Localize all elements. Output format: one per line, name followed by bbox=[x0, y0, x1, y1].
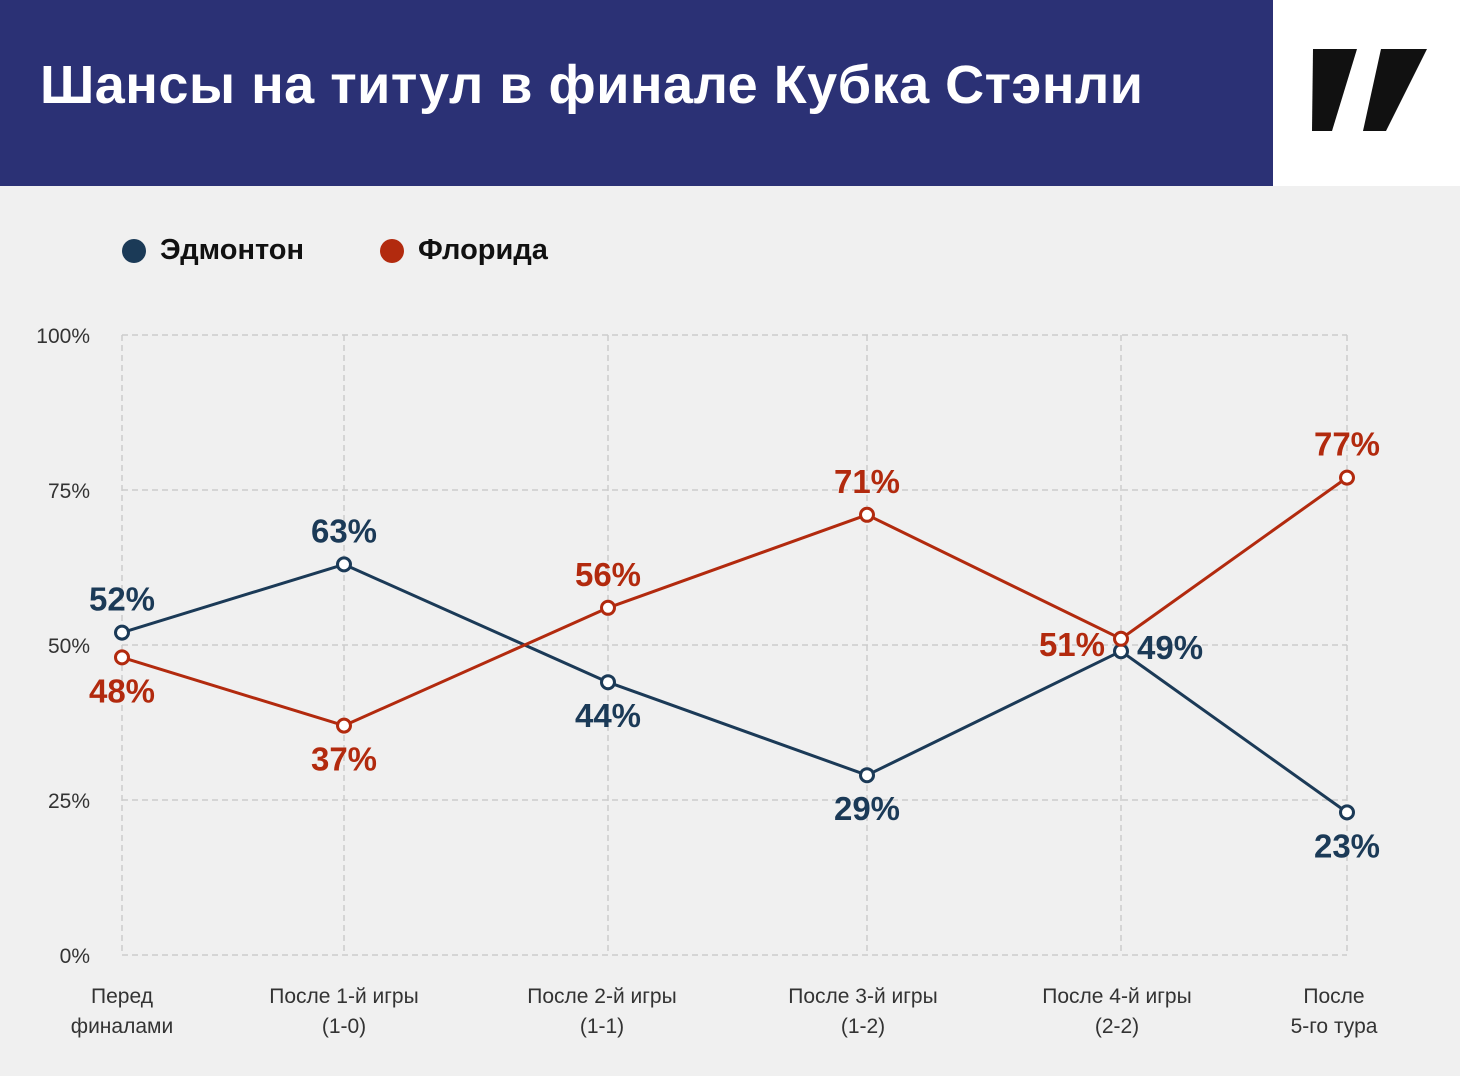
data-label: 29% bbox=[834, 790, 900, 827]
data-label: 48% bbox=[89, 672, 155, 709]
data-point bbox=[114, 649, 130, 666]
data-label: 51% bbox=[1039, 626, 1105, 663]
x-tick-label: (1-2) bbox=[841, 1015, 885, 1038]
brand-logo-icon bbox=[1312, 49, 1427, 131]
data-label: 77% bbox=[1314, 426, 1380, 463]
data-label: 49% bbox=[1137, 629, 1203, 666]
legend-item-florida: Флорида bbox=[380, 234, 548, 267]
x-tick-label: После 3-й игры bbox=[788, 985, 937, 1008]
x-tick-label: Перед bbox=[91, 985, 153, 1008]
x-tick-label: (1-0) bbox=[322, 1015, 366, 1038]
data-label: 44% bbox=[575, 697, 641, 734]
data-point bbox=[1339, 469, 1355, 486]
chart-legend: Эдмонтон Флорида bbox=[122, 234, 548, 267]
x-tick-label: 5-го тура bbox=[1291, 1015, 1378, 1038]
data-label: 52% bbox=[89, 581, 155, 618]
y-tick-label: 0% bbox=[60, 945, 90, 968]
y-tick-label: 50% bbox=[48, 635, 90, 658]
data-point bbox=[600, 599, 616, 616]
data-point bbox=[600, 674, 616, 691]
y-tick-label: 100% bbox=[36, 325, 90, 348]
legend-item-edmonton: Эдмонтон bbox=[122, 234, 304, 267]
x-tick-label: После 2-й игры bbox=[527, 985, 676, 1008]
logo-box bbox=[1273, 0, 1460, 186]
x-tick-label: После 4-й игры bbox=[1042, 985, 1191, 1008]
data-point bbox=[1113, 630, 1129, 647]
data-point bbox=[336, 717, 352, 734]
series-line-1 bbox=[121, 476, 1348, 728]
data-label: 71% bbox=[834, 463, 900, 500]
data-label: 56% bbox=[575, 556, 641, 593]
legend-label-florida: Флорида bbox=[418, 234, 548, 266]
x-tick-label: финалами bbox=[71, 1015, 173, 1038]
x-tick-label: После 1-й игры bbox=[269, 985, 418, 1008]
series-line-0 bbox=[121, 562, 1348, 814]
y-tick-label: 75% bbox=[48, 480, 90, 503]
data-point bbox=[859, 767, 875, 784]
data-point bbox=[859, 506, 875, 523]
data-point bbox=[114, 624, 130, 641]
legend-marker-edmonton bbox=[122, 238, 146, 263]
data-point bbox=[1339, 804, 1355, 821]
data-label: 37% bbox=[311, 741, 377, 778]
x-tick-label: (2-2) bbox=[1095, 1015, 1139, 1038]
data-label: 23% bbox=[1314, 827, 1380, 864]
legend-marker-florida bbox=[380, 238, 405, 263]
header-bar: Шансы на титул в финале Кубка Стэнли bbox=[0, 0, 1273, 186]
legend-label-edmonton: Эдмонтон bbox=[160, 234, 305, 266]
x-tick-label: После bbox=[1303, 985, 1364, 1008]
y-tick-label: 25% bbox=[48, 790, 90, 813]
x-tick-label: (1-1) bbox=[580, 1015, 624, 1038]
data-point bbox=[336, 556, 352, 573]
page-title: Шансы на титул в финале Кубка Стэнли bbox=[40, 55, 1144, 115]
data-label: 63% bbox=[311, 512, 377, 549]
